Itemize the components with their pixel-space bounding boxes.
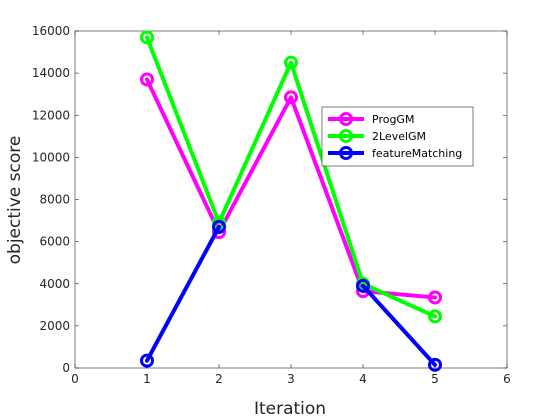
data-point xyxy=(140,30,154,45)
y-tick-label: 16000 xyxy=(32,24,70,38)
data-point xyxy=(428,357,442,372)
series-line xyxy=(361,283,437,367)
plot-frame xyxy=(74,30,508,369)
y-axis-label: objective score xyxy=(5,136,25,265)
series-2LevelGM xyxy=(140,30,442,324)
series-featureMatching xyxy=(140,219,442,372)
data-point xyxy=(140,353,154,368)
y-tick-label: 2000 xyxy=(39,319,70,333)
series-line xyxy=(145,224,221,363)
axes: 0 1 2 3 4 5 6 0 2000 4000 6000 8000 10000 12000 14000 1… xyxy=(32,24,511,386)
data-point xyxy=(140,72,154,87)
y-tick-label: 10000 xyxy=(32,150,70,164)
legend-marker xyxy=(339,129,353,143)
legend-entry: 2LevelGM xyxy=(372,130,426,143)
y-tick-label: 4000 xyxy=(39,277,70,291)
legend-marker xyxy=(339,112,353,126)
y-tick-label: 0 xyxy=(62,361,70,375)
x-tick-label: 3 xyxy=(287,372,295,386)
data-point xyxy=(356,278,370,293)
x-tick-label: 4 xyxy=(359,372,367,386)
y-tick-label: 8000 xyxy=(39,193,70,207)
x-tick-label: 6 xyxy=(503,372,511,386)
legend: ProgGM 2LevelGM featureMatching xyxy=(321,106,474,167)
data-point xyxy=(284,55,298,70)
x-tick-label: 2 xyxy=(215,372,223,386)
data-point xyxy=(284,90,298,105)
data-point xyxy=(428,309,442,324)
y-tick-label: 6000 xyxy=(39,235,70,249)
legend-entry: featureMatching xyxy=(372,147,462,160)
x-tick-label: 1 xyxy=(143,372,151,386)
data-point xyxy=(428,290,442,305)
y-tick-label: 12000 xyxy=(32,108,70,122)
series-line xyxy=(145,35,437,319)
x-axis-label: Iteration xyxy=(254,399,326,419)
x-tick-label: 5 xyxy=(431,372,439,386)
legend-marker xyxy=(339,146,353,160)
y-tick-label: 14000 xyxy=(32,66,70,80)
data-point xyxy=(212,219,226,234)
series-layer xyxy=(140,30,442,372)
x-tick-label: 0 xyxy=(71,372,79,386)
legend-entry: ProgGM xyxy=(372,113,414,126)
